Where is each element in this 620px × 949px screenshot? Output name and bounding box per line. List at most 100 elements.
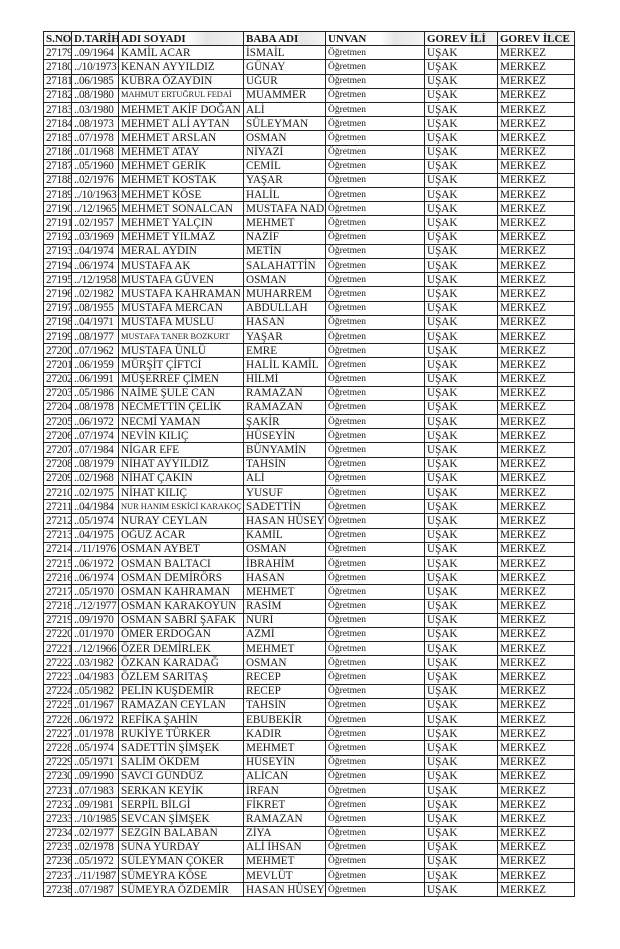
district-cell: MERKEZ [497, 825, 575, 841]
sno-cell: 27190 [43, 201, 72, 217]
father-name-cell: NAZİF [243, 229, 326, 245]
sno-cell: 27212 [43, 513, 72, 529]
district-cell: MERKEZ [497, 442, 575, 458]
father-name-cell: ŞAKİR [243, 414, 326, 430]
district-cell: MERKEZ [497, 215, 575, 231]
sno-cell: 27185 [43, 130, 72, 146]
name-cell: OSMAN SABRİ ŞAFAK [118, 612, 244, 628]
province-cell: UŞAK [424, 527, 498, 543]
father-name-cell: RECEP [243, 669, 326, 685]
name-cell: MUSTAFA GÜVEN [118, 272, 244, 288]
district-cell: MERKEZ [497, 598, 575, 614]
district-cell: MERKEZ [497, 201, 575, 217]
name-cell: MERAL AYDIN [118, 243, 244, 260]
sno-cell: 27229 [43, 754, 72, 770]
name-cell: SÜMEYRA KÖSE [118, 868, 244, 884]
sno-cell: 27235 [43, 839, 72, 855]
birth-date-cell: ..02/1957 [71, 215, 119, 231]
sno-cell: 27236 [43, 853, 72, 870]
province-cell: UŞAK [424, 229, 498, 245]
name-cell: SÜLEYMAN ÇOKER [118, 853, 244, 870]
birth-date-cell: ..06/1972 [71, 555, 119, 572]
province-cell: UŞAK [424, 101, 498, 118]
name-cell: SERKAN KEYİK [118, 782, 244, 799]
sno-cell: 27206 [43, 428, 72, 444]
title-cell: Öğretmen [325, 257, 425, 274]
table-row: 27199 ..08/1977 MUSTAFA TANER BOZKURT YAŞAR… [43, 328, 575, 345]
district-cell: MERKEZ [497, 158, 575, 174]
title-cell: Öğretmen [325, 697, 425, 714]
name-cell: MUSTAFA TANER BOZKURT [118, 328, 244, 345]
father-name-cell: SALAHATTİN [243, 257, 326, 274]
table-row: 27226 ..06/1972 REFİKA ŞAHİN EBUBEKİR Öğretm… [43, 711, 575, 728]
birth-date-cell: ..02/1976 [71, 172, 119, 189]
sno-cell: 27204 [43, 399, 72, 416]
sno-cell: 27189 [43, 187, 72, 203]
birth-date-cell: ..05/1974 [71, 513, 119, 529]
father-name-cell: MEHMET [243, 215, 326, 231]
title-cell: Öğretmen [325, 868, 425, 884]
father-name-cell: İBRAHİM [243, 555, 326, 572]
district-cell: MERKEZ [497, 300, 575, 316]
birth-date-cell: ..09/1970 [71, 612, 119, 628]
father-name-cell: RAMAZAN [243, 385, 326, 401]
table-row: 27180 ../10/1973 KENAN AYYILDIZ GÜNAY Öğretm… [43, 59, 575, 75]
birth-date-cell: ..06/1974 [71, 570, 119, 586]
father-name-cell: TAHSİN [243, 456, 326, 472]
father-name-cell: HÜSEYİN [243, 428, 326, 444]
father-name-cell: OSMAN [243, 541, 326, 557]
title-cell: Öğretmen [325, 768, 425, 784]
birth-date-cell: ..01/1978 [71, 726, 119, 742]
district-cell: MERKEZ [497, 669, 575, 685]
father-name-cell: RAMAZAN [243, 399, 326, 416]
province-cell: UŞAK [424, 484, 498, 501]
birth-date-cell: ../11/1976 [71, 541, 119, 557]
table-row: 27205 ..06/1972 NECMİ YAMAN ŞAKİR Öğretmen UŞ… [43, 414, 575, 430]
district-cell: MERKEZ [497, 428, 575, 444]
title-cell: Öğretmen [325, 839, 425, 855]
name-cell: ÖZLEM SARITAŞ [118, 669, 244, 685]
name-cell: OSMAN BALTACI [118, 555, 244, 572]
district-cell: MERKEZ [497, 229, 575, 245]
birth-date-cell: ../11/1987 [71, 868, 119, 884]
title-cell: Öğretmen [325, 87, 425, 103]
title-cell: Öğretmen [325, 229, 425, 245]
name-cell: ÖMER ERDOĞAN [118, 626, 244, 643]
province-cell: UŞAK [424, 45, 498, 61]
province-cell: UŞAK [424, 343, 498, 359]
title-cell: Öğretmen [325, 399, 425, 416]
district-cell: MERKEZ [497, 414, 575, 430]
father-name-cell: NİYAZİ [243, 144, 326, 160]
father-name-cell: EMRE [243, 343, 326, 359]
district-cell: MERKEZ [497, 399, 575, 416]
title-cell: Öğretmen [325, 357, 425, 373]
table-row: 27194 ..06/1974 MUSTAFA AK SALAHATTİN Öğretm… [43, 257, 575, 274]
district-cell: MERKEZ [497, 470, 575, 487]
birth-date-cell: ..08/1955 [71, 300, 119, 316]
header-title: UNVAN [325, 30, 425, 47]
district-cell: MERKEZ [497, 711, 575, 728]
table-row: 27185 ..07/1978 MEHMET ARSLAN OSMAN Öğretmen… [43, 130, 575, 146]
sno-cell: 27234 [43, 825, 72, 841]
district-cell: MERKEZ [497, 328, 575, 345]
table-row: 27182 ..08/1980 MAHMUT ERTUĞRUL FEDAİ MUAMM… [43, 87, 575, 103]
father-name-cell: OSMAN [243, 130, 326, 146]
father-name-cell: OSMAN [243, 655, 326, 671]
sno-cell: 27201 [43, 357, 72, 373]
table-row: 27203 ..05/1986 NAİME ŞULE CAN RAMAZAN Öğret… [43, 385, 575, 401]
province-cell: UŞAK [424, 385, 498, 401]
district-cell: MERKEZ [497, 683, 575, 699]
district-cell: MERKEZ [497, 527, 575, 543]
sno-cell: 27211 [43, 499, 72, 515]
sno-cell: 27203 [43, 385, 72, 401]
table-row: 27228 ..05/1974 SADETTİN ŞİMŞEK MEHMET Öğret… [43, 740, 575, 756]
province-cell: UŞAK [424, 683, 498, 699]
sno-cell: 27228 [43, 740, 72, 756]
birth-date-cell: ..08/1978 [71, 399, 119, 416]
province-cell: UŞAK [424, 130, 498, 146]
title-cell: Öğretmen [325, 555, 425, 572]
birth-date-cell: ..06/1985 [71, 73, 119, 89]
table-row: 27192 ..03/1969 MEHMET YILMAZ NAZİF Öğretmen… [43, 229, 575, 245]
district-cell: MERKEZ [497, 584, 575, 600]
